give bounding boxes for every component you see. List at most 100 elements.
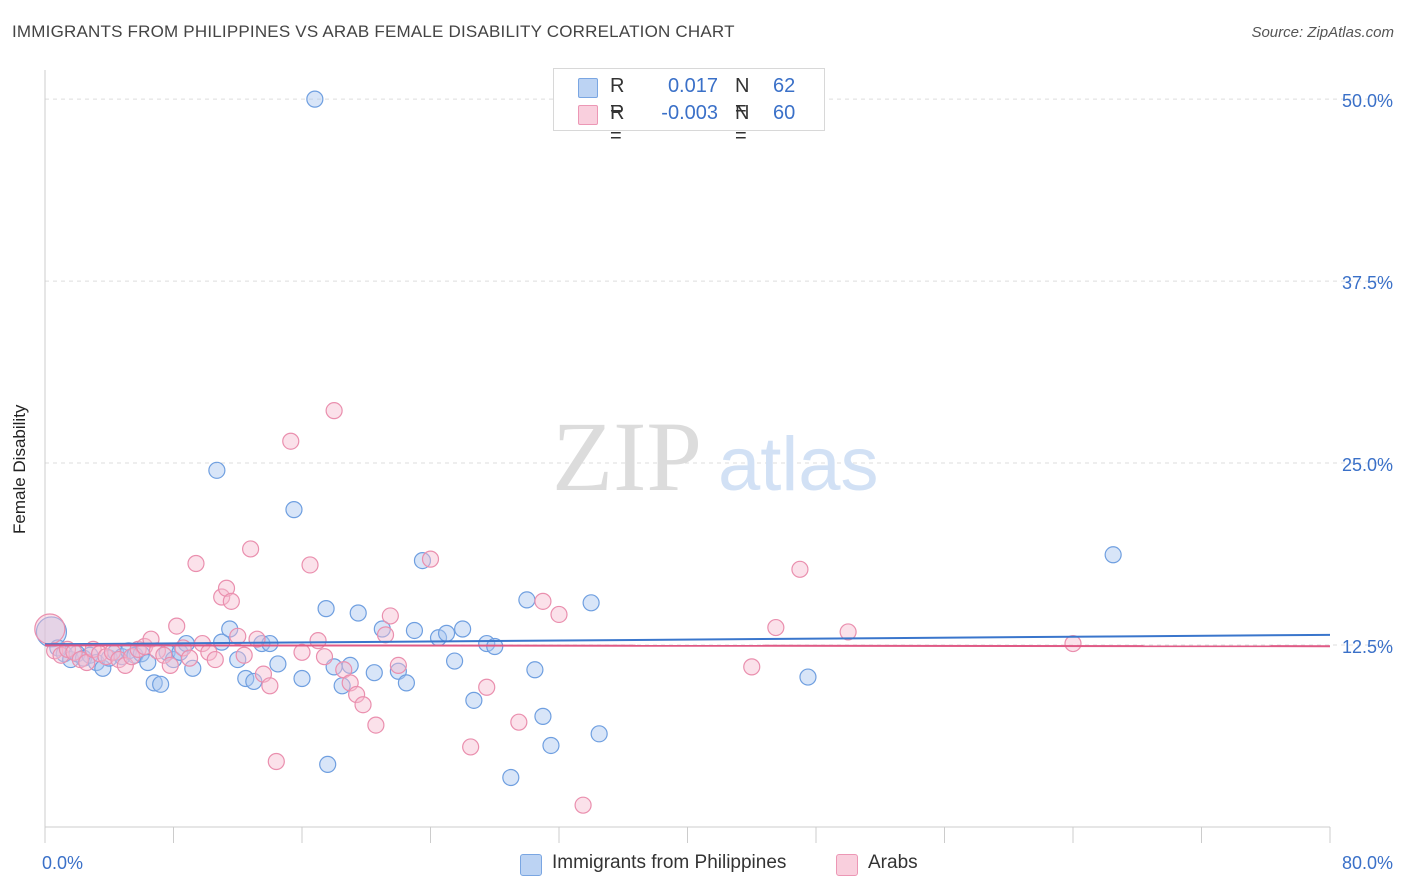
philippines-point [534,707,552,725]
arabs-point [110,650,128,669]
arabs-point [367,716,385,734]
pink-swatch-icon [578,105,598,125]
arabs-point [1064,634,1082,653]
philippines-point [454,620,472,638]
philippines-point [184,659,202,677]
arabs-point [206,650,224,669]
philippines-point [1104,546,1122,564]
arabs-point [242,540,260,558]
arabs-point [381,607,399,625]
r-label: R = [610,75,625,120]
arabs-point [229,627,247,645]
arabs-point [574,796,592,814]
n-label: N = [735,75,750,120]
arabs-point [116,656,134,675]
source-credit: Source: ZipAtlas.com [1251,24,1394,41]
y-tick-label: 50.0% [1342,91,1393,111]
legend-label: Arabs [868,852,918,873]
arabs-point [348,685,366,704]
y-axis-label: Female Disability [10,404,29,534]
philippines-point [799,668,817,686]
x-tick-label: 80.0% [1342,853,1393,873]
arabs-point [52,646,70,664]
arabs-point [791,560,809,578]
philippines-point [502,768,520,787]
watermark-zip: ZIP [552,401,702,512]
philippines-point [317,600,335,618]
legend-label: Immigrants from Philippines [552,852,787,873]
arabs-point [267,752,285,771]
r-label: R = [610,102,625,147]
philippines-point [285,501,303,519]
arabs-point [421,550,440,568]
philippines-point [306,90,324,108]
arabs-point [180,649,199,667]
n-value: 60 [773,102,796,124]
blue-swatch-icon [578,78,598,98]
philippines-point [518,591,536,609]
arabs-point [293,643,311,661]
arabs-point [301,556,319,574]
philippines-point [145,674,163,692]
arabs-point [213,588,231,606]
r-value: 0.017 [667,75,718,97]
x-tick-label: 0.0% [42,853,83,873]
arabs-point [161,656,179,675]
arabs-point [389,656,407,675]
y-tick-label: 25.0% [1342,455,1393,475]
arabs-point [235,646,253,664]
philippines-point [319,755,337,774]
arabs-point [462,738,480,756]
philippines-point [542,736,560,755]
arabs-point [282,432,300,450]
philippines-point [445,652,464,670]
philippines-point [590,725,608,743]
philippines-point [349,604,367,622]
arabs-point [168,617,186,635]
y-tick-label: 12.5% [1342,637,1393,657]
arabs-point [354,696,372,714]
y-tick-label: 37.5% [1342,273,1393,293]
arabs-point [478,678,496,696]
n-value: 62 [773,75,796,97]
arabs-point [261,677,279,695]
philippines-point [526,661,544,679]
watermark-atlas: atlas [718,422,879,507]
series-legend: Immigrants from Philippines Arabs [0,852,1406,878]
philippines-trend-line [44,633,1331,646]
philippines-point [437,624,456,642]
arabs-point [743,658,761,676]
arabs-point [767,618,785,637]
arabs-point [325,402,343,420]
correlation-legend: R = 0.017 N = 62 R = -0.003 N = 60 [553,68,825,147]
philippines-point [139,653,157,672]
philippines-point [397,674,416,692]
n-label: N = [735,102,750,147]
arabs-point [222,592,240,610]
philippines-point [465,691,483,709]
arabs-point [376,626,395,644]
blue-swatch-icon [520,854,542,876]
philippines-point [405,621,424,640]
philippines-point [269,655,287,673]
r-value: -0.003 [661,102,718,124]
philippines-point [152,675,170,693]
arabs-trend-line [44,644,1331,648]
arabs-point [510,713,528,731]
philippines-point [389,662,407,680]
arabs-point [217,579,236,597]
arabs-point [315,648,334,666]
arabs-point [550,605,568,624]
arabs-point [839,623,857,641]
arabs-point [187,554,205,573]
philippines-point [208,461,226,479]
arabs-point [155,646,173,664]
philippines-point [293,669,311,688]
philippines-point [365,664,383,682]
arabs-point [534,592,552,610]
philippines-point [582,594,600,612]
chart-title: IMMIGRANTS FROM PHILIPPINES VS ARAB FEMA… [12,22,735,41]
arabs-point [34,613,66,645]
pink-swatch-icon [836,854,858,876]
